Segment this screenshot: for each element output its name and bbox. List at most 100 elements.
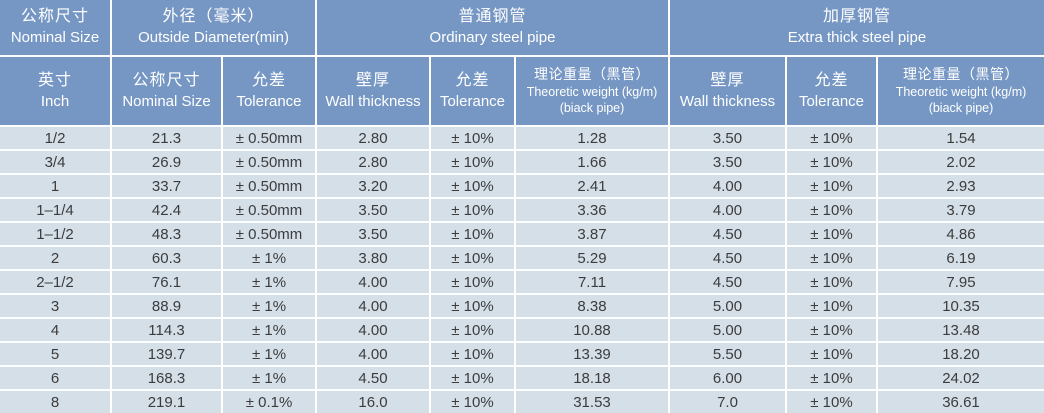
column-header-en: Tolerance bbox=[798, 92, 865, 110]
table-cell-r7-c6: 5.00 bbox=[670, 295, 785, 317]
table-cell-r8-c5: 10.88 bbox=[516, 319, 668, 341]
table-cell-r4-c4: ± 10% bbox=[431, 223, 514, 245]
table-cell-r5-c5: 5.29 bbox=[516, 247, 668, 269]
table-cell-r1-c2: ± 0.50mm bbox=[223, 151, 315, 173]
header-group-zh: 外径（毫米） bbox=[162, 8, 265, 26]
header-group-ordinary-steel-pipe: 普通钢管 Ordinary steel pipe bbox=[317, 0, 668, 55]
table-cell-r9-c6: 5.50 bbox=[670, 343, 785, 365]
table-cell-r3-c2: ± 0.50mm bbox=[223, 199, 315, 221]
column-header-ordinary-wall-thickness: 壁厚 Wall thickness bbox=[317, 57, 429, 125]
column-header-od-tolerance: 允差 Tolerance bbox=[223, 57, 315, 125]
table-cell-r3-c8: 3.79 bbox=[878, 199, 1044, 221]
table-cell-r2-c8: 2.93 bbox=[878, 175, 1044, 197]
table-cell-r3-c3: 3.50 bbox=[317, 199, 429, 221]
table-cell-r11-c8: 36.61 bbox=[878, 391, 1044, 413]
table-cell-r5-c6: 4.50 bbox=[670, 247, 785, 269]
table-cell-r3-c1: 42.4 bbox=[112, 199, 221, 221]
table-cell-r0-c2: ± 0.50mm bbox=[223, 127, 315, 149]
table-cell-r8-c7: ± 10% bbox=[787, 319, 876, 341]
table-cell-r10-c0: 6 bbox=[0, 367, 110, 389]
column-header-en: Wall thickness bbox=[325, 92, 421, 110]
table-cell-r0-c6: 3.50 bbox=[670, 127, 785, 149]
table-cell-r2-c5: 2.41 bbox=[516, 175, 668, 197]
table-cell-r7-c3: 4.00 bbox=[317, 295, 429, 317]
table-cell-r7-c8: 10.35 bbox=[878, 295, 1044, 317]
table-cell-r8-c1: 114.3 bbox=[112, 319, 221, 341]
table-cell-r4-c1: 48.3 bbox=[112, 223, 221, 245]
column-header-zh: 公称尺寸 bbox=[132, 71, 201, 89]
table-cell-r0-c1: 21.3 bbox=[112, 127, 221, 149]
column-header-zh: 允差 bbox=[455, 71, 490, 89]
column-header-en: Tolerance bbox=[236, 92, 302, 110]
header-group-en: Outside Diameter(min) bbox=[138, 29, 289, 47]
table-cell-r9-c3: 4.00 bbox=[317, 343, 429, 365]
column-header-en: Tolerance bbox=[439, 92, 506, 110]
header-group-en: Extra thick steel pipe bbox=[787, 29, 927, 47]
table-cell-r2-c3: 3.20 bbox=[317, 175, 429, 197]
table-cell-r1-c7: ± 10% bbox=[787, 151, 876, 173]
table-cell-r7-c0: 3 bbox=[0, 295, 110, 317]
column-header-zh: 壁厚 bbox=[710, 71, 745, 89]
table-cell-r1-c5: 1.66 bbox=[516, 151, 668, 173]
table-cell-r0-c5: 1.28 bbox=[516, 127, 668, 149]
table-cell-r2-c7: ± 10% bbox=[787, 175, 876, 197]
table-cell-r4-c0: 1–1/2 bbox=[0, 223, 110, 245]
table-cell-r3-c0: 1–1/4 bbox=[0, 199, 110, 221]
table-cell-r4-c3: 3.50 bbox=[317, 223, 429, 245]
table-cell-r6-c0: 2–1/2 bbox=[0, 271, 110, 293]
table-cell-r7-c1: 88.9 bbox=[112, 295, 221, 317]
table-cell-r6-c1: 76.1 bbox=[112, 271, 221, 293]
table-cell-r5-c8: 6.19 bbox=[878, 247, 1044, 269]
table-cell-r6-c7: ± 10% bbox=[787, 271, 876, 293]
column-header-en: Inch bbox=[40, 92, 70, 110]
table-cell-r6-c2: ± 1% bbox=[223, 271, 315, 293]
table-cell-r8-c2: ± 1% bbox=[223, 319, 315, 341]
table-cell-r7-c4: ± 10% bbox=[431, 295, 514, 317]
table-cell-r7-c2: ± 1% bbox=[223, 295, 315, 317]
header-group-zh: 加厚钢管 bbox=[822, 8, 891, 26]
table-cell-r6-c5: 7.11 bbox=[516, 271, 668, 293]
table-cell-r9-c1: 139.7 bbox=[112, 343, 221, 365]
table-cell-r11-c2: ± 0.1% bbox=[223, 391, 315, 413]
table-cell-r9-c7: ± 10% bbox=[787, 343, 876, 365]
table-cell-r7-c7: ± 10% bbox=[787, 295, 876, 317]
table-cell-r0-c8: 1.54 bbox=[878, 127, 1044, 149]
column-header-en: Theoretic weight (kg/m) bbox=[526, 85, 658, 100]
column-header-zh: 壁厚 bbox=[355, 71, 390, 89]
table-cell-r2-c0: 1 bbox=[0, 175, 110, 197]
header-group-extra-thick-steel-pipe: 加厚钢管 Extra thick steel pipe bbox=[670, 0, 1044, 55]
table-cell-r8-c3: 4.00 bbox=[317, 319, 429, 341]
table-cell-r3-c6: 4.00 bbox=[670, 199, 785, 221]
header-group-en: Nominal Size bbox=[10, 29, 100, 47]
header-group-en: Ordinary steel pipe bbox=[429, 29, 556, 47]
table-cell-r10-c8: 24.02 bbox=[878, 367, 1044, 389]
table-cell-r6-c4: ± 10% bbox=[431, 271, 514, 293]
table-cell-r1-c3: 2.80 bbox=[317, 151, 429, 173]
column-header-en: Theoretic weight (kg/m) bbox=[895, 85, 1027, 100]
table-cell-r11-c5: 31.53 bbox=[516, 391, 668, 413]
table-cell-r1-c0: 3/4 bbox=[0, 151, 110, 173]
table-cell-r10-c7: ± 10% bbox=[787, 367, 876, 389]
table-cell-r4-c6: 4.50 bbox=[670, 223, 785, 245]
table-cell-r5-c3: 3.80 bbox=[317, 247, 429, 269]
table-cell-r5-c2: ± 1% bbox=[223, 247, 315, 269]
column-header-extra-tolerance: 允差 Tolerance bbox=[787, 57, 876, 125]
table-cell-r5-c1: 60.3 bbox=[112, 247, 221, 269]
table-cell-r11-c6: 7.0 bbox=[670, 391, 785, 413]
column-header-inch: 英寸 Inch bbox=[0, 57, 110, 125]
table-cell-r1-c4: ± 10% bbox=[431, 151, 514, 173]
table-cell-r0-c7: ± 10% bbox=[787, 127, 876, 149]
column-header-extra-wall-thickness: 壁厚 Wall thickness bbox=[670, 57, 785, 125]
header-group-nominal-size: 公称尺寸 Nominal Size bbox=[0, 0, 110, 55]
table-cell-r11-c7: ± 10% bbox=[787, 391, 876, 413]
column-header-zh: 理论重量（黑管） bbox=[903, 66, 1019, 83]
column-header-zh: 理论重量（黑管） bbox=[534, 66, 650, 83]
table-cell-r10-c6: 6.00 bbox=[670, 367, 785, 389]
table-cell-r10-c2: ± 1% bbox=[223, 367, 315, 389]
table-cell-r1-c6: 3.50 bbox=[670, 151, 785, 173]
column-header-zh: 允差 bbox=[251, 71, 286, 89]
column-header-ordinary-tolerance: 允差 Tolerance bbox=[431, 57, 514, 125]
column-header-extra-theoretic-weight: 理论重量（黑管） Theoretic weight (kg/m) (biack … bbox=[878, 57, 1044, 125]
table-cell-r5-c4: ± 10% bbox=[431, 247, 514, 269]
